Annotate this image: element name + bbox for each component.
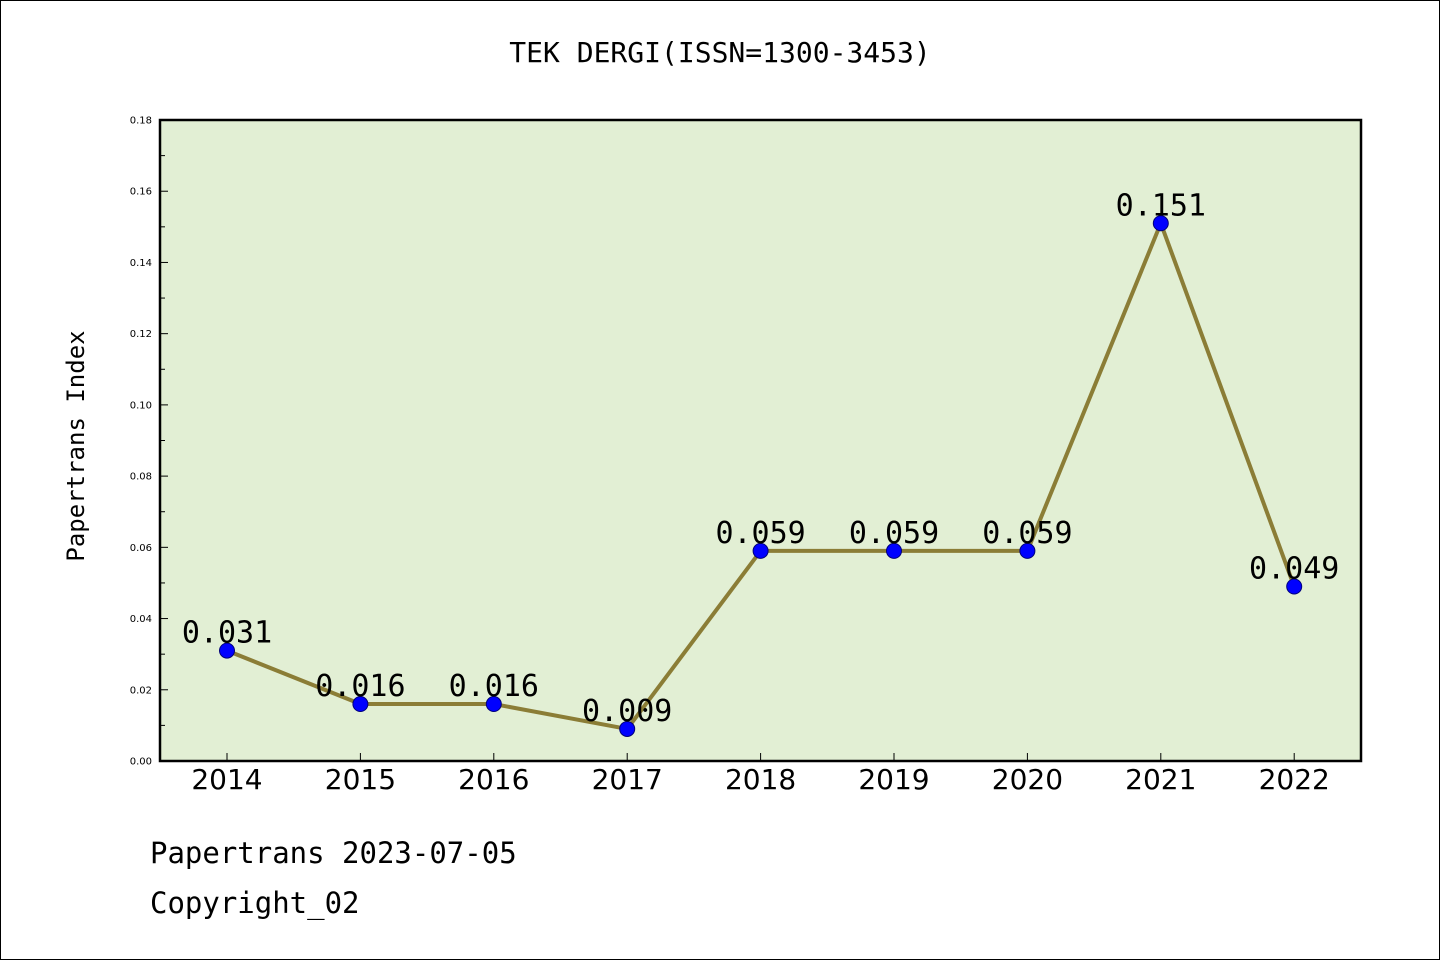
x-tick-label: 2015 xyxy=(325,763,396,796)
data-label: 0.009 xyxy=(582,694,672,729)
y-tick-label: 0.00 xyxy=(130,757,152,768)
data-label: 0.016 xyxy=(315,669,405,704)
data-label: 0.059 xyxy=(715,516,805,551)
y-tick-label: 0.04 xyxy=(130,614,152,625)
y-tick-label: 0.10 xyxy=(130,400,152,411)
x-tick-label: 2017 xyxy=(592,763,663,796)
chart-title: TEK DERGI(ISSN=1300-3453) xyxy=(509,36,931,69)
y-tick-label: 0.14 xyxy=(130,258,152,269)
y-tick-label: 0.16 xyxy=(130,187,152,198)
plot-border xyxy=(158,118,1363,763)
data-label: 0.031 xyxy=(182,616,272,651)
y-tick-label: 0.12 xyxy=(130,329,152,340)
x-tick-label: 2018 xyxy=(725,763,796,796)
data-point xyxy=(219,642,235,659)
data-label: 0.016 xyxy=(449,669,539,704)
x-tick-label: 2014 xyxy=(191,763,262,796)
data-label: 0.049 xyxy=(1249,552,1339,587)
x-tick-label: 2019 xyxy=(858,763,929,796)
data-point xyxy=(752,542,769,559)
y-tick-label: 0.06 xyxy=(130,543,152,554)
data-point xyxy=(352,696,369,713)
data-label: 0.151 xyxy=(1116,188,1206,223)
y-tick-label: 0.02 xyxy=(130,685,152,696)
footer-date: Papertrans 2023-07-05 xyxy=(150,836,517,870)
data-label: 0.059 xyxy=(982,516,1072,551)
data-point xyxy=(1019,542,1036,559)
data-point xyxy=(1286,578,1303,595)
data-point xyxy=(619,720,636,737)
y-tick-label: 0.18 xyxy=(130,116,152,127)
data-label: 0.059 xyxy=(849,516,939,551)
footer-copyright: Copyright_02 xyxy=(150,886,360,920)
y-tick-label: 0.08 xyxy=(130,472,152,483)
x-tick-label: 2020 xyxy=(992,763,1063,796)
data-point xyxy=(886,542,902,559)
x-tick-label: 2016 xyxy=(458,763,529,796)
data-point xyxy=(485,696,502,713)
data-point xyxy=(1152,215,1169,232)
x-tick-label: 2022 xyxy=(1259,763,1330,796)
x-tick-label: 2021 xyxy=(1125,763,1196,796)
